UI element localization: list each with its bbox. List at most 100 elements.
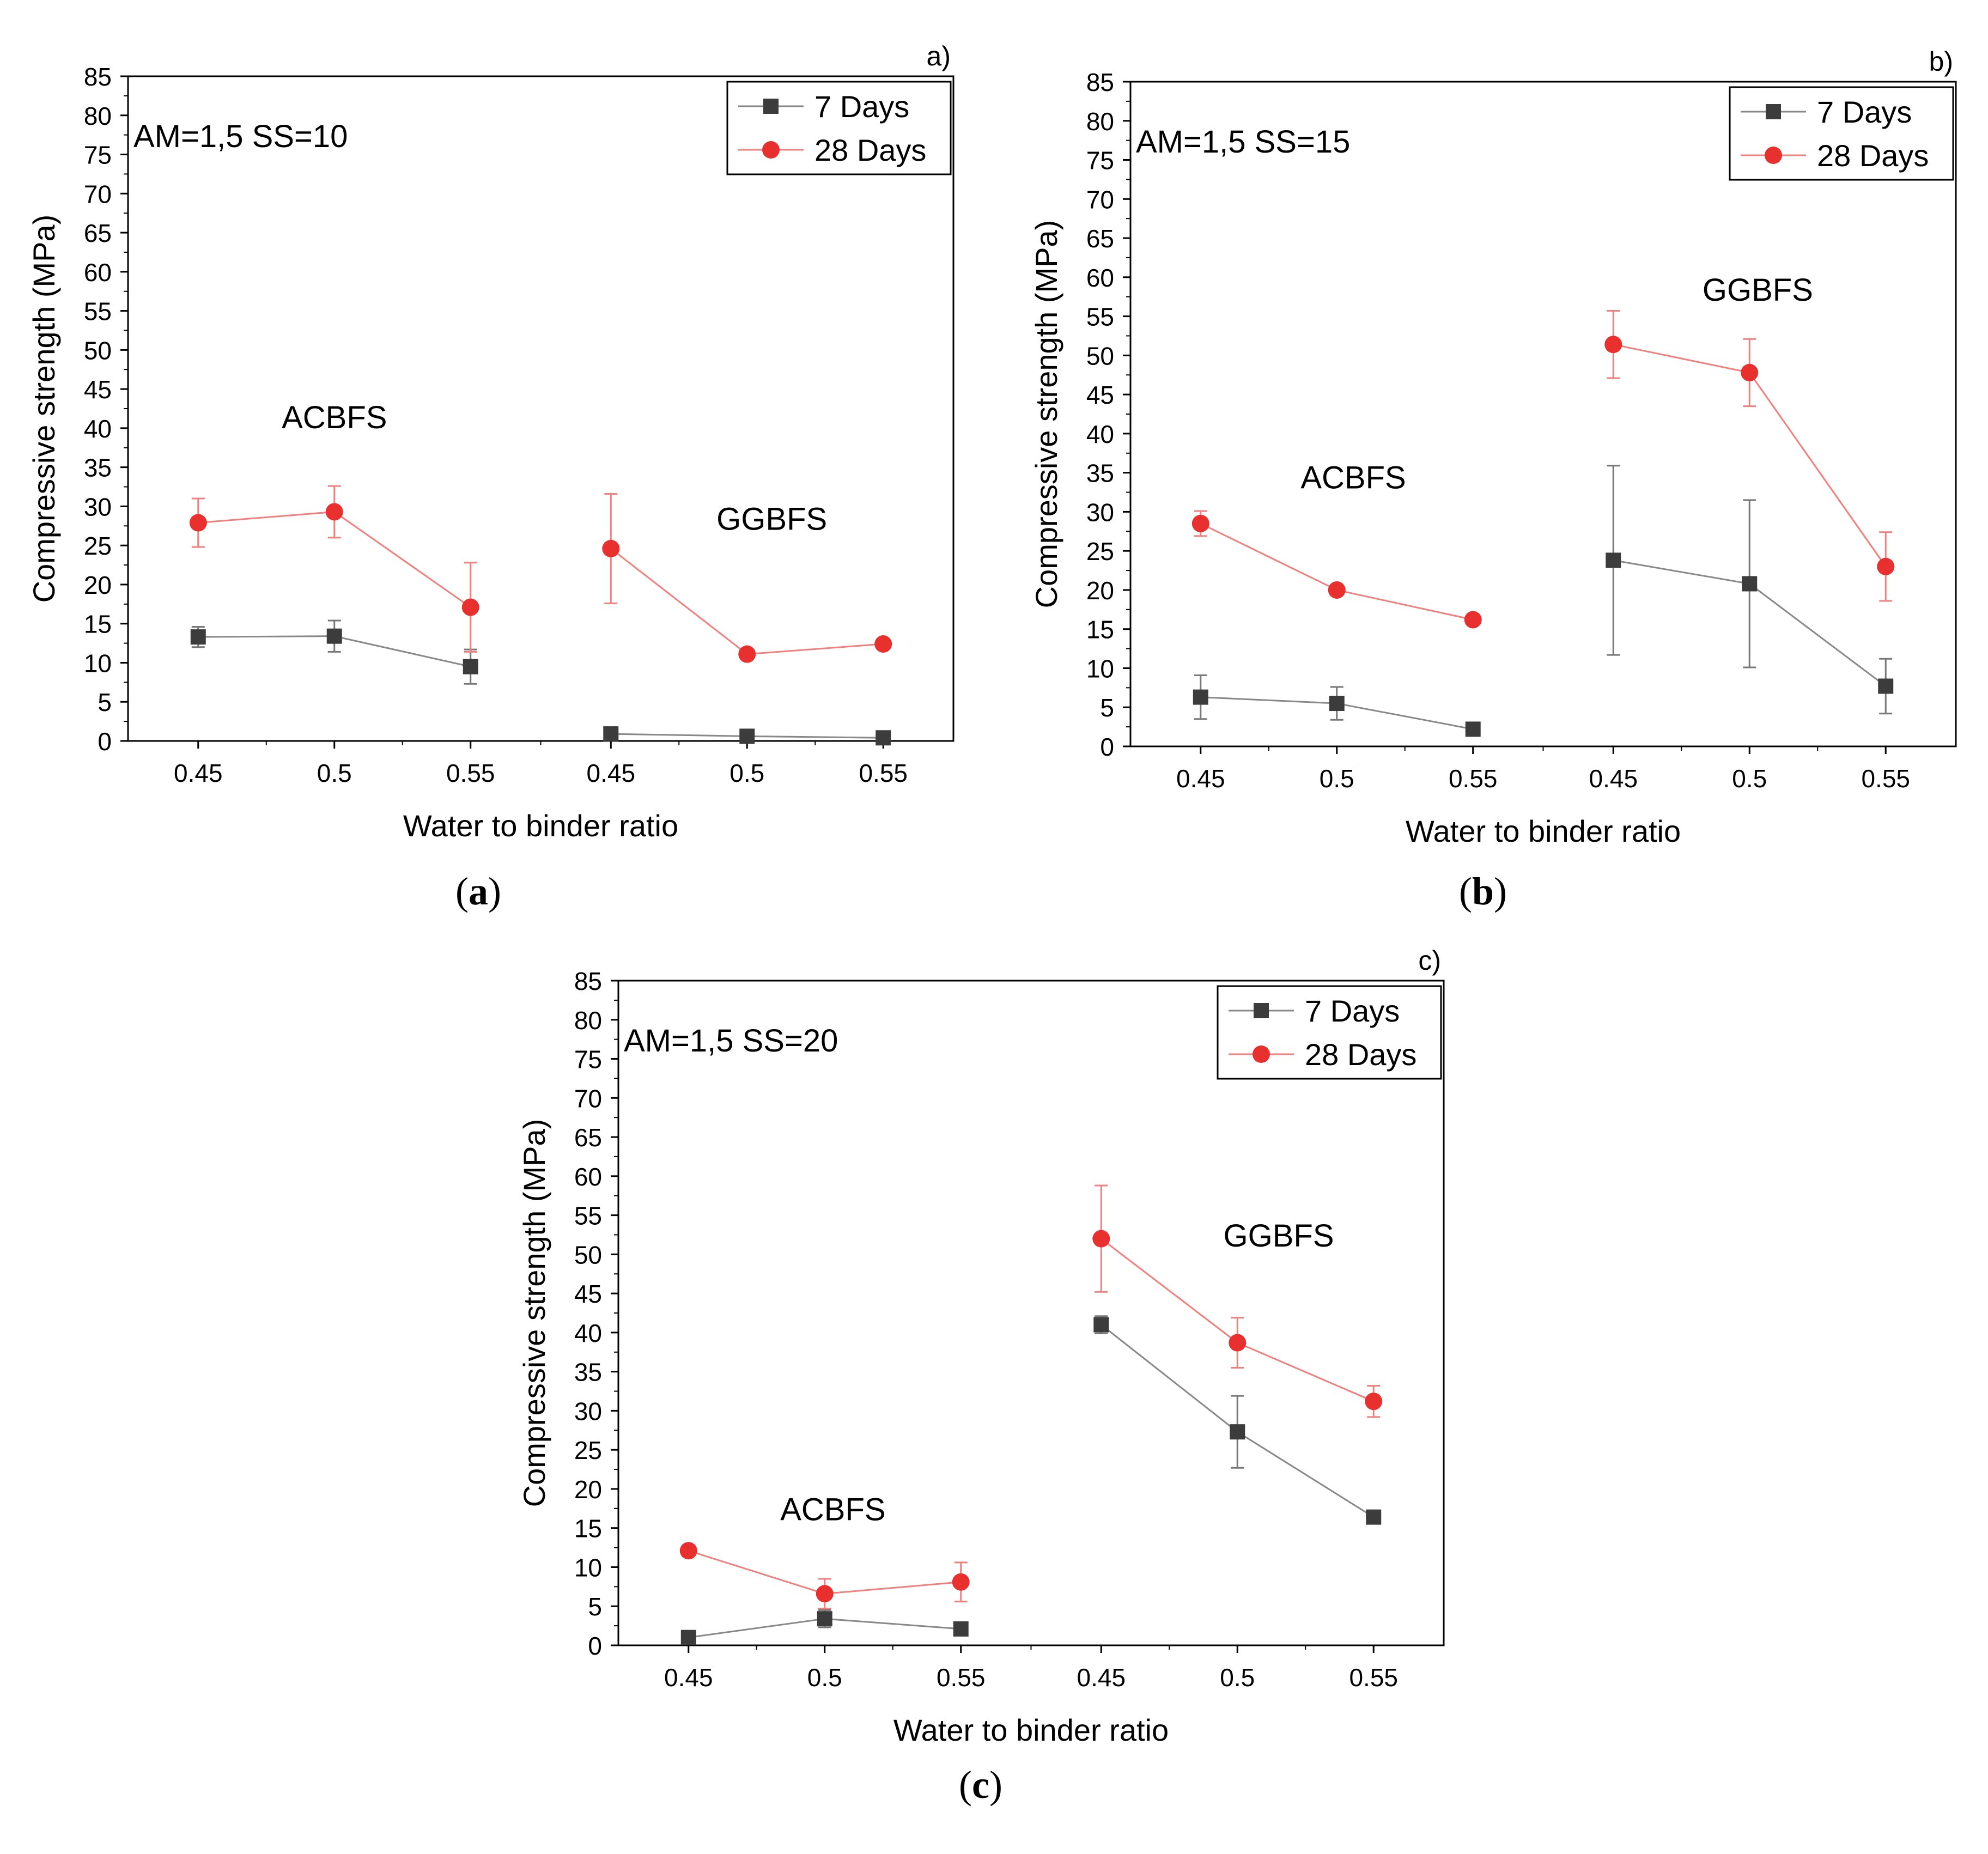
y-tick-label: 25 (574, 1436, 602, 1464)
legend-label: 7 Days (814, 89, 909, 124)
data-point-7days (463, 659, 478, 674)
y-tick-label: 20 (84, 571, 112, 599)
y-axis-label: Compressive strength (MPa) (27, 215, 61, 603)
y-tick-label: 10 (84, 649, 112, 677)
data-point-7days (326, 628, 342, 644)
data-point-28days (1328, 581, 1346, 599)
caption-letter: b (1472, 870, 1494, 913)
data-point-7days (190, 629, 206, 645)
caption-open: ( (959, 1763, 972, 1807)
y-tick-label: 40 (84, 415, 112, 443)
data-point-7days (1742, 576, 1758, 592)
condition-annotation: AM=1,5 SS=15 (1136, 124, 1350, 160)
y-tick-label: 15 (84, 610, 112, 639)
caption-close: ) (989, 1763, 1002, 1807)
legend-marker-28days (1765, 147, 1782, 164)
series-line (610, 548, 884, 655)
y-tick-label: 15 (574, 1515, 602, 1543)
panel-label: b) (1929, 46, 1953, 77)
y-tick-label: 50 (84, 336, 112, 364)
data-point-28days (874, 635, 892, 653)
y-tick-label: 45 (574, 1280, 602, 1308)
group-label: GGBFS (1223, 1218, 1334, 1254)
y-tick-label: 0 (1100, 733, 1114, 761)
group-label: ACBFS (282, 400, 387, 435)
y-tick-label: 65 (84, 219, 112, 247)
x-tick-label: 0.45 (174, 759, 223, 787)
x-tick-label: 0.55 (446, 759, 495, 787)
caption-close: ) (1494, 870, 1507, 913)
y-tick-label: 70 (84, 180, 112, 208)
x-tick-label: 0.5 (1732, 764, 1767, 793)
y-tick-label: 60 (84, 258, 112, 287)
y-tick-label: 20 (1086, 576, 1114, 605)
legend-label: 28 Days (1817, 138, 1929, 173)
data-point-7days (953, 1621, 969, 1637)
x-tick-label: 0.45 (1589, 764, 1638, 793)
plot-frame (127, 75, 955, 742)
condition-annotation: AM=1,5 SS=20 (624, 1023, 838, 1059)
y-tick-label: 5 (1100, 694, 1114, 722)
y-tick-label: 5 (588, 1592, 602, 1621)
x-axis-label: Water to binder ratio (403, 809, 678, 843)
x-tick-label: 0.5 (729, 759, 764, 787)
data-point-28days (1464, 611, 1482, 629)
data-point-28days (1365, 1393, 1383, 1411)
legend-box (1217, 985, 1442, 1080)
data-point-7days (1878, 678, 1894, 694)
y-tick-label: 85 (1086, 68, 1114, 96)
caption-letter: a (469, 870, 488, 913)
chart-svg-b: 0 5 10 15 20 25 30 35 40 45 50 55 60 65 70 75 80 85 0.45 0.… (1029, 46, 1957, 848)
data-point-28days (738, 645, 756, 663)
legend-marker-28days (1253, 1045, 1270, 1063)
data-point-28days (1604, 336, 1622, 354)
plot-frame (617, 980, 1445, 1646)
x-tick-label: 0.55 (937, 1663, 986, 1692)
caption-close: ) (488, 870, 501, 913)
x-axis-label: Water to binder ratio (893, 1713, 1169, 1747)
y-tick-label: 0 (98, 727, 112, 756)
legend-label: 7 Days (1817, 95, 1912, 129)
data-point-7days (817, 1611, 832, 1627)
chart-panel-a: 0 5 10 15 20 25 30 35 40 45 50 55 60 65 70 75 80 85 0.45 0.… (0, 22, 986, 861)
x-tick-label: 0.45 (664, 1663, 713, 1692)
y-tick-label: 85 (574, 967, 602, 995)
data-point-28days (602, 539, 620, 557)
y-tick-label: 30 (1086, 498, 1114, 526)
y-tick-label: 50 (574, 1241, 602, 1269)
chart-svg-a: 0 5 10 15 20 25 30 35 40 45 50 55 60 65 70 75 80 85 0.45 0.… (27, 41, 955, 843)
group-label: GGBFS (716, 501, 827, 537)
y-tick-label: 35 (1086, 459, 1114, 488)
y-axis-label: Compressive strength (MPa) (1029, 220, 1063, 609)
y-tick-label: 25 (84, 532, 112, 560)
legend-marker-7days (1254, 1003, 1269, 1018)
data-point-28days (816, 1585, 834, 1603)
legend-marker-7days (1766, 104, 1781, 119)
y-tick-label: 10 (1086, 654, 1114, 683)
x-tick-label: 0.55 (1861, 764, 1910, 793)
x-tick-label: 0.55 (859, 759, 908, 787)
caption-open: ( (455, 870, 469, 913)
x-tick-label: 0.45 (1176, 764, 1225, 793)
y-tick-label: 80 (1086, 107, 1114, 136)
data-point-7days (876, 730, 891, 746)
y-tick-label: 40 (1086, 420, 1114, 448)
data-point-7days (1606, 552, 1621, 568)
y-tick-label: 75 (574, 1045, 602, 1074)
panel-label: c) (1418, 945, 1441, 976)
y-tick-label: 35 (574, 1358, 602, 1387)
data-point-7days (739, 728, 755, 744)
data-point-7days (1465, 721, 1481, 737)
data-point-28days (1229, 1334, 1247, 1352)
x-axis-label: Water to binder ratio (1406, 814, 1681, 848)
y-tick-label: 0 (588, 1632, 602, 1660)
legend-marker-28days (762, 141, 780, 159)
legend-box (1729, 86, 1954, 181)
data-point-7days (1193, 689, 1208, 705)
data-point-28days (1191, 514, 1209, 532)
y-tick-label: 55 (574, 1202, 602, 1230)
y-tick-label: 20 (574, 1475, 602, 1504)
y-tick-label: 45 (84, 375, 112, 404)
caption-open: ( (1458, 870, 1472, 913)
y-tick-label: 50 (1086, 342, 1114, 370)
